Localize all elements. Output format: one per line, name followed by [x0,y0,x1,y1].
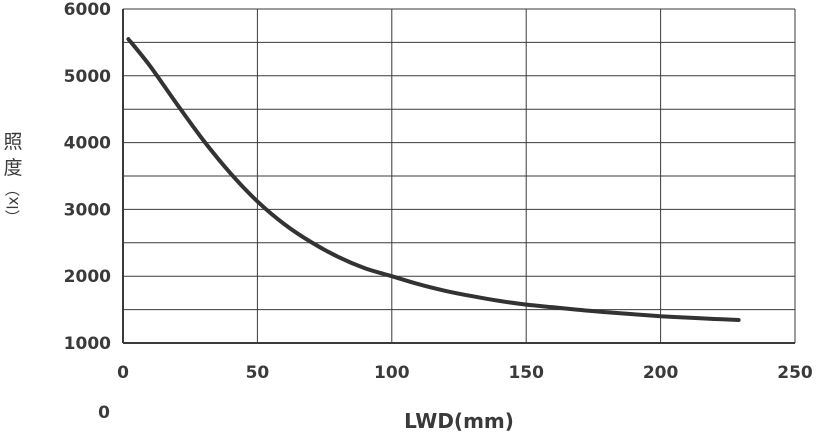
x-tick-label-200: 200 [643,363,679,383]
y-axis-label-char-1: 照 [3,131,22,153]
x-axis-label: LWD(mm) [404,409,514,433]
x-tick-label-150: 150 [508,363,544,383]
series-line [126,37,741,322]
x-tick-label-250: 250 [777,363,813,383]
y-tick-label-4000: 4000 [64,134,111,154]
y-tick-label-1000: 1000 [64,334,111,354]
x-tick-label-0: 0 [117,363,129,383]
y-axis-label-char-2: 度 [3,157,22,179]
y-tick-label-6000: 6000 [64,0,111,20]
extra-zero-label: 0 [98,403,110,423]
x-tick-label-100: 100 [374,363,410,383]
y-tick-label-3000: 3000 [64,200,111,220]
tick-labels: 1000 2000 3000 4000 5000 6000 0 50 100 150 200 250 [64,0,813,383]
y-tick-label-2000: 2000 [64,267,111,287]
y-axis-label-unit: （lx） [4,181,22,224]
y-tick-label-5000: 5000 [64,67,111,87]
x-tick-label-50: 50 [246,363,270,383]
